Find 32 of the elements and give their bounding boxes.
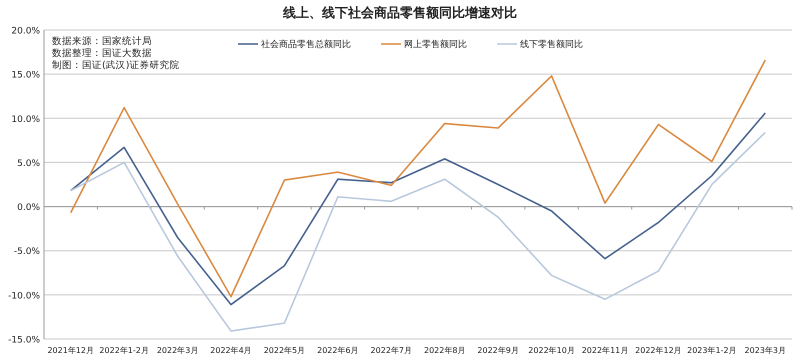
- y-tick-label: 10.0%: [11, 114, 40, 125]
- chart-title: 线上、线下社会商品零售额同比增速对比: [282, 5, 517, 21]
- x-tick-label: 2022年5月: [264, 346, 306, 355]
- x-tick-label: 2022年8月: [424, 346, 466, 355]
- x-tick-label: 2022年10月: [528, 346, 575, 355]
- x-tick-label: 2022年4月: [210, 346, 252, 355]
- annotation: 制图：国证(武汉)证券研究院: [52, 59, 180, 71]
- y-tick-label: -15.0%: [8, 336, 40, 346]
- x-tick-label: 2022年1-2月: [99, 346, 149, 355]
- y-tick-label: 0.0%: [17, 203, 40, 214]
- y-tick-label: 5.0%: [17, 158, 40, 169]
- x-tick-label: 2022年11月: [582, 346, 628, 355]
- x-tick-label: 2023年3月: [744, 346, 786, 355]
- x-tick-label: 2022年12月: [635, 346, 682, 355]
- x-tick-label: 2021年12月: [47, 346, 94, 355]
- line-series: [70, 132, 766, 332]
- annotation: 数据来源：国家统计局: [52, 35, 152, 47]
- x-tick-label: 2022年9月: [477, 346, 519, 355]
- legend-label: 网上零售额同比: [404, 39, 467, 50]
- x-tick-label: 2023年1-2月: [687, 346, 737, 355]
- x-tick-label: 2022年6月: [317, 346, 359, 355]
- x-tick-label: 2022年7月: [370, 346, 412, 355]
- line-series: [70, 59, 766, 298]
- y-tick-label: -5.0%: [14, 247, 40, 258]
- annotation: 数据整理：国证大数据: [52, 47, 152, 59]
- legend-label: 社会商品零售总额同比: [261, 39, 351, 50]
- y-tick-label: 15.0%: [11, 70, 40, 81]
- line-series: [70, 112, 766, 306]
- y-tick-label: -10.0%: [8, 291, 40, 302]
- legend-label: 线下零售额同比: [520, 39, 583, 50]
- y-tick-label: 20.0%: [11, 26, 40, 36]
- x-tick-label: 2022年3月: [156, 346, 198, 355]
